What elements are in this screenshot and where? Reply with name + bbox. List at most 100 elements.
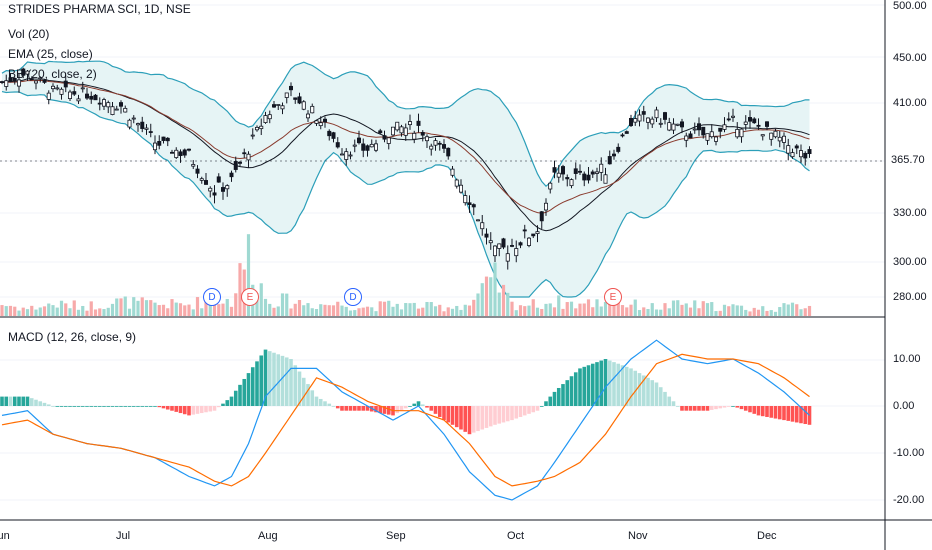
- candle: [561, 164, 566, 181]
- histogram-bar: [374, 406, 378, 413]
- histogram-bar: [539, 406, 544, 407]
- candle: [55, 84, 60, 91]
- dividend-marker[interactable]: D: [203, 288, 221, 306]
- volume-bar: [501, 284, 506, 316]
- candle: [458, 179, 463, 194]
- volume-bar: [136, 300, 140, 316]
- candle: [114, 105, 119, 111]
- volume-bar: [191, 309, 195, 316]
- candle: [492, 245, 497, 262]
- volume-bar: [68, 308, 72, 316]
- histogram-bar: [756, 406, 761, 416]
- histogram-bar: [114, 406, 119, 407]
- histogram-bar: [446, 406, 451, 423]
- histogram-bar: [624, 366, 629, 406]
- histogram-bar: [476, 406, 480, 432]
- volume-bar: [446, 307, 450, 316]
- candle: [8, 73, 13, 83]
- volume-bar: [336, 301, 340, 316]
- volume-bar: [697, 308, 701, 316]
- histogram-bar: [505, 406, 510, 422]
- candle: [267, 110, 272, 124]
- volume-bar: [272, 307, 276, 316]
- volume-bar: [357, 308, 361, 316]
- candle: [356, 130, 361, 145]
- volume-bar: [433, 306, 438, 316]
- candle: [803, 151, 808, 166]
- candle: [544, 198, 549, 216]
- candle: [675, 123, 680, 127]
- volume-bar: [527, 305, 531, 316]
- volume-bar: [217, 304, 221, 316]
- volume-bar: [391, 306, 395, 316]
- volume-bar: [293, 303, 297, 316]
- candle: [475, 219, 480, 222]
- histogram-bar: [650, 380, 655, 406]
- time-tick: Oct: [507, 530, 525, 542]
- candle: [161, 136, 166, 144]
- volume-bar: [506, 292, 510, 316]
- volume-bar: [701, 301, 705, 316]
- indicator-label-volume[interactable]: Vol (20): [8, 27, 50, 41]
- candle: [705, 133, 710, 145]
- candle: [63, 75, 68, 93]
- symbol-title: STRIDES PHARMA SCI, 1D, NSE: [8, 2, 191, 16]
- histogram-bar: [318, 398, 323, 406]
- dividend-marker[interactable]: D: [344, 288, 362, 306]
- histogram-bar: [191, 406, 196, 415]
- candle: [697, 117, 702, 136]
- histogram-bar: [680, 406, 684, 411]
- candle: [293, 97, 298, 104]
- candle: [794, 144, 799, 155]
- histogram-bar: [731, 406, 735, 407]
- histogram-bar: [480, 406, 485, 430]
- histogram-bar: [72, 406, 77, 407]
- histogram-bar: [174, 406, 179, 412]
- histogram-bar: [701, 406, 706, 411]
- volume-bar: [671, 300, 676, 316]
- candle: [131, 115, 136, 124]
- price-tick: 330.00: [893, 207, 927, 219]
- candle: [654, 106, 659, 122]
- histogram-bar: [170, 406, 174, 411]
- histogram-bar: [454, 406, 459, 428]
- signal-line: [1, 353, 810, 487]
- candles: [0, 67, 812, 270]
- histogram-bar: [238, 384, 242, 406]
- volume-bar: [327, 305, 331, 316]
- volume-bar: [540, 308, 544, 316]
- earnings-marker[interactable]: E: [241, 288, 259, 306]
- histogram-bar: [161, 406, 166, 409]
- histogram-bar: [21, 396, 26, 406]
- candle: [220, 182, 225, 200]
- candle: [4, 74, 9, 91]
- histogram-bar: [378, 406, 383, 414]
- candle: [756, 118, 761, 130]
- candle: [403, 123, 408, 141]
- candle: [573, 162, 578, 180]
- volume-bar: [790, 302, 795, 316]
- macd-label[interactable]: MACD (12, 26, close, 9): [8, 330, 137, 344]
- histogram-bar: [187, 406, 191, 416]
- volume-bar: [769, 310, 773, 316]
- candle: [51, 83, 56, 93]
- histogram-bar: [153, 406, 157, 407]
- volume-bar: [59, 300, 64, 316]
- candle: [301, 100, 306, 111]
- volume-bar: [663, 303, 667, 316]
- volume-bar: [51, 305, 55, 316]
- histogram-bar: [735, 406, 740, 408]
- candle: [565, 174, 570, 187]
- histogram-bar: [17, 396, 21, 406]
- histogram-bar: [178, 406, 183, 414]
- earnings-marker[interactable]: E: [604, 288, 622, 306]
- histogram-bar: [216, 406, 221, 408]
- volume-bar: [132, 297, 136, 316]
- candle: [212, 185, 217, 204]
- time-tick: Sep: [386, 530, 406, 542]
- indicator-label-bb[interactable]: BB (20, close, 2): [8, 67, 97, 81]
- indicator-label-ema[interactable]: EMA (25, close): [8, 47, 93, 61]
- candle: [365, 144, 370, 157]
- histogram-bar: [782, 406, 786, 421]
- histogram-bar: [595, 362, 599, 406]
